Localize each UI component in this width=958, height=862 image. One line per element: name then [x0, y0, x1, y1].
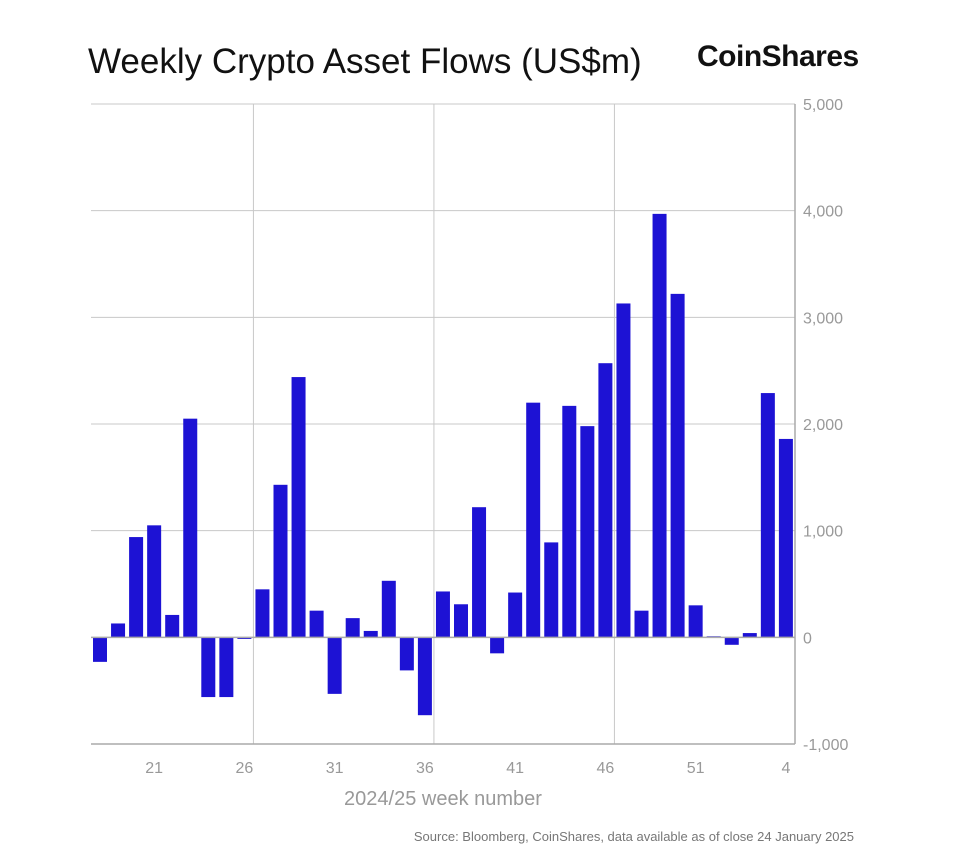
- bar-week-20: [129, 537, 144, 638]
- y-tick-label: 1,000: [803, 524, 843, 541]
- bar-week-39: [472, 507, 487, 638]
- bar-week-38: [454, 604, 468, 638]
- bar-week-28: [273, 484, 288, 638]
- bar-week-31: [327, 637, 342, 694]
- y-tick-label: 4,000: [803, 204, 843, 221]
- bar-week-21: [147, 525, 162, 638]
- bar-week-29: [291, 377, 306, 638]
- x-tick-label: 4: [781, 760, 790, 777]
- bar-week-45: [580, 426, 595, 638]
- bar-week-19: [111, 623, 126, 638]
- bar-week-23: [183, 418, 198, 638]
- bar-week-35: [399, 637, 414, 671]
- bar-week-36: [417, 637, 432, 716]
- bar-week-25: [219, 637, 234, 698]
- bar-week-24: [201, 637, 216, 698]
- bar-week-3: [760, 393, 775, 638]
- y-tick-label: -1,000: [803, 737, 848, 754]
- y-tick-label: 0: [803, 630, 812, 647]
- bar-week-18: [93, 637, 107, 662]
- bar-week-1: [724, 637, 739, 645]
- bar-week-22: [165, 614, 180, 638]
- bar-week-27: [255, 589, 270, 638]
- x-tick-label: 41: [506, 760, 524, 777]
- bar-week-30: [309, 610, 324, 638]
- x-tick-label: 26: [236, 760, 254, 777]
- bar-week-26: [237, 637, 252, 639]
- bar-week-44: [562, 405, 577, 638]
- x-tick-label: 36: [416, 760, 434, 777]
- source-note: Source: Bloomberg, CoinShares, data avai…: [413, 829, 854, 844]
- bar-week-47: [616, 303, 631, 638]
- bar-week-43: [544, 542, 559, 638]
- coinshares-logo: CoinShares: [697, 40, 859, 73]
- bar-week-49: [652, 213, 667, 638]
- bar-week-48: [634, 610, 649, 638]
- bar-week-34: [381, 580, 396, 638]
- bar-week-32: [345, 618, 360, 638]
- y-tick-label: 5,000: [803, 97, 843, 114]
- y-tick-label: 2,000: [803, 417, 843, 434]
- bar-week-40: [490, 637, 505, 654]
- x-axis-label: 2024/25 week number: [344, 788, 542, 810]
- bar-week-33: [363, 630, 378, 638]
- bar-week-37: [435, 591, 450, 638]
- bar-week-51: [688, 605, 703, 638]
- bar-week-46: [598, 363, 613, 638]
- x-tick-label: 31: [326, 760, 344, 777]
- bar-week-4: [778, 438, 793, 638]
- x-tick-label: 46: [597, 760, 615, 777]
- bar-week-50: [670, 293, 685, 638]
- y-tick-label: 3,000: [803, 310, 843, 327]
- bar-week-2: [742, 633, 757, 638]
- chart-title: Weekly Crypto Asset Flows (US$m): [88, 42, 642, 81]
- bar-week-41: [508, 592, 523, 638]
- x-tick-label: 51: [687, 760, 705, 777]
- x-tick-label: 21: [145, 760, 163, 777]
- bar-week-42: [526, 402, 541, 638]
